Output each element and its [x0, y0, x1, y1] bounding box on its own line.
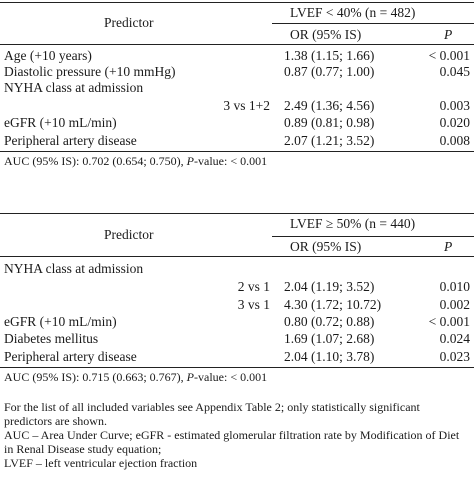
row-p: 0.008	[439, 133, 470, 148]
row-or: 2.07 (1.21; 3.52)	[284, 133, 375, 148]
table2-p-header: P	[444, 239, 453, 254]
auc-text: AUC (95% IS): 0.702 (0.654; 0.750),	[4, 154, 187, 168]
auc-suffix: -value: < 0.001	[194, 370, 268, 384]
row-or: 2.49 (1.36; 4.56)	[284, 98, 375, 113]
table1-header-rule	[0, 44, 474, 45]
row-or: 1.69 (1.07; 2.68)	[284, 331, 375, 346]
table2-header-rule	[0, 256, 474, 257]
row-p: 0.023	[439, 349, 470, 364]
note-included-variables: For the list of all included variables s…	[4, 400, 420, 428]
auc-p-italic: P	[186, 154, 194, 168]
row-label: Peripheral artery disease	[4, 349, 137, 364]
table2-group-rule	[272, 236, 474, 237]
table1-p-header: P	[444, 27, 453, 42]
row-p: 0.024	[439, 331, 470, 346]
table-lvef-below-40: Predictor LVEF < 40% (n = 482) OR (95% I…	[0, 0, 474, 180]
row-or: 2.04 (1.19; 3.52)	[284, 279, 375, 294]
row-sublabel: 3 vs 1+2	[223, 98, 270, 113]
row-or: 0.89 (0.81; 0.98)	[284, 115, 375, 130]
row-p: 0.020	[439, 115, 470, 130]
auc-text: AUC (95% IS): 0.715 (0.663; 0.767),	[4, 370, 187, 384]
row-sublabel: 2 vs 1	[237, 279, 270, 294]
table1-group-header: LVEF < 40% (n = 482)	[290, 5, 416, 20]
auc-suffix: -value: < 0.001	[194, 154, 268, 168]
row-label: Diastolic pressure (+10 mmHg)	[4, 64, 176, 79]
table1-or-header: OR (95% IS)	[290, 27, 362, 42]
row-p: 0.003	[439, 98, 470, 113]
note-lvef-definition: LVEF – left ventricular ejection fractio…	[4, 456, 198, 470]
table1-group-rule	[272, 23, 474, 24]
row-label: Diabetes mellitus	[4, 331, 99, 346]
row-sublabel: 3 vs 1	[237, 297, 270, 312]
table2-group-header: LVEF ≥ 50% (n = 440)	[290, 216, 416, 231]
row-label: Peripheral artery disease	[4, 133, 137, 148]
auc-p-italic: P	[186, 370, 194, 384]
row-p: 0.045	[439, 64, 470, 79]
row-or: 1.38 (1.15; 1.66)	[284, 48, 375, 63]
row-or: 0.80 (0.72; 0.88)	[284, 314, 375, 329]
row-p: 0.010	[439, 279, 470, 294]
row-p: < 0.001	[428, 48, 470, 63]
table2-top-rule	[0, 213, 474, 214]
row-p: 0.002	[439, 297, 470, 312]
row-label: Age (+10 years)	[4, 48, 92, 63]
table1-top-rule	[0, 2, 474, 3]
table2-predictor-header: Predictor	[104, 227, 154, 242]
table2-bottom-rule	[0, 367, 474, 368]
row-or: 0.87 (0.77; 1.00)	[284, 64, 375, 79]
table2-auc-footnote: AUC (95% IS): 0.715 (0.663; 0.767), P-va…	[4, 370, 267, 384]
table1-predictor-header: Predictor	[104, 15, 154, 30]
row-label: NYHA class at admission	[4, 80, 144, 95]
row-p: < 0.001	[428, 314, 470, 329]
row-or: 2.04 (1.10; 3.78)	[284, 349, 375, 364]
table1-auc-footnote: AUC (95% IS): 0.702 (0.654; 0.750), P-va…	[4, 154, 267, 168]
row-or: 4.30 (1.72; 10.72)	[284, 297, 382, 312]
row-label: eGFR (+10 mL/min)	[4, 115, 117, 130]
row-label: eGFR (+10 mL/min)	[4, 314, 117, 329]
table2-or-header: OR (95% IS)	[290, 239, 362, 254]
row-label: NYHA class at admission	[4, 261, 144, 276]
note-abbreviations: AUC – Area Under Curve; eGFR - estimated…	[4, 428, 460, 456]
table-notes: For the list of all included variables s…	[4, 400, 470, 470]
table-lvef-above-50: Predictor LVEF ≥ 50% (n = 440) OR (95% I…	[0, 213, 474, 384]
table1-bottom-rule	[0, 151, 474, 152]
